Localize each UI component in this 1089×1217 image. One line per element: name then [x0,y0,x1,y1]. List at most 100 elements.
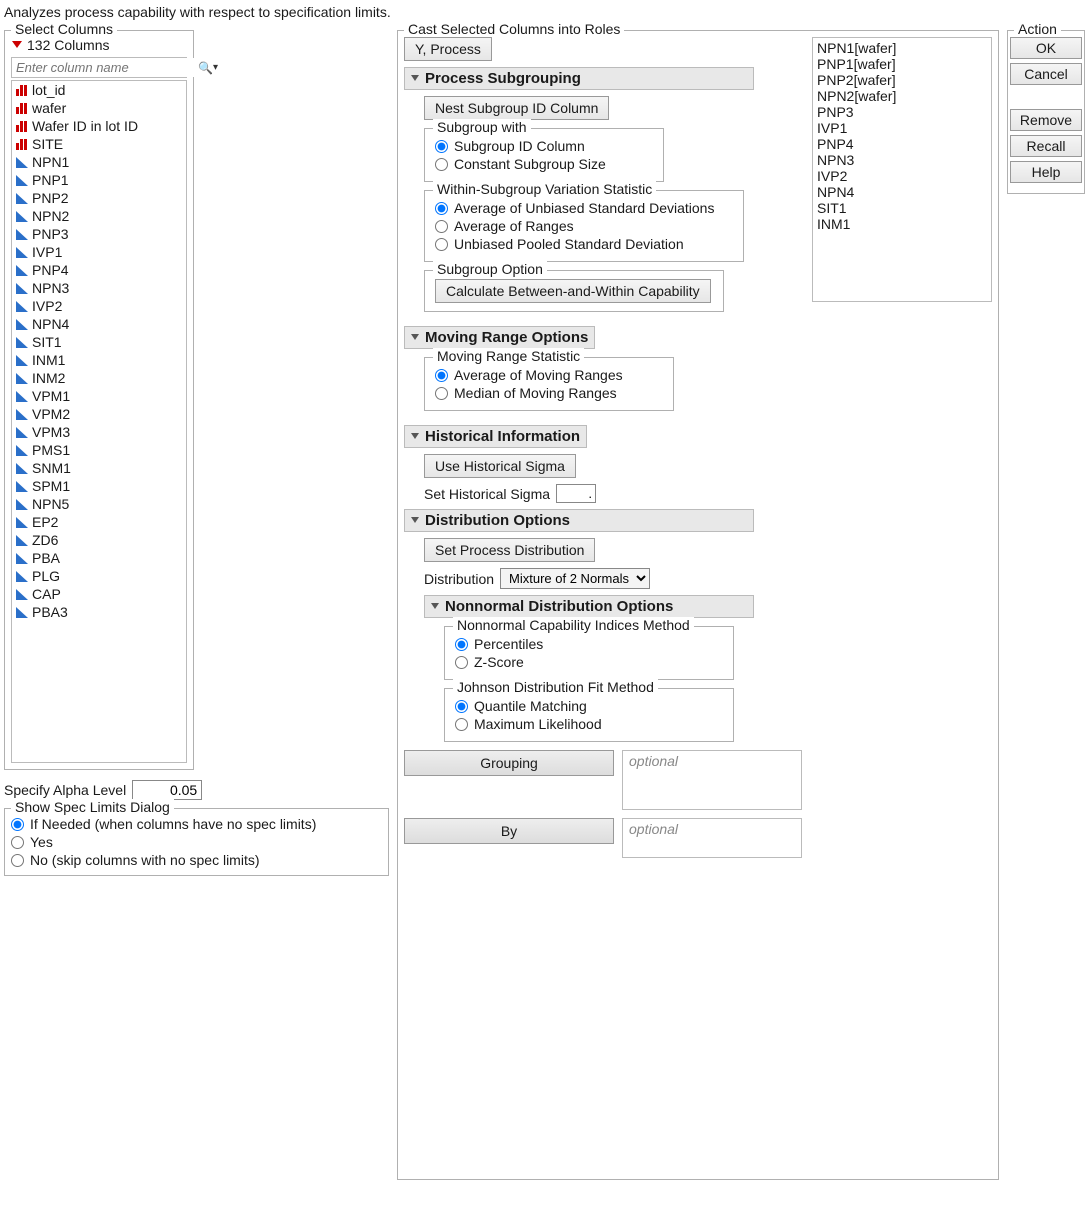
cancel-button[interactable]: Cancel [1010,63,1082,85]
within-avg-unbiased-radio[interactable] [435,202,448,215]
johnson-ml[interactable]: Maximum Likelihood [455,715,723,733]
column-item[interactable]: CAP [12,585,186,603]
role-item[interactable]: SIT1 [815,200,989,216]
role-item[interactable]: PNP4 [815,136,989,152]
column-item[interactable]: PBA [12,549,186,567]
within-avg-ranges-radio[interactable] [435,220,448,233]
column-item[interactable]: Wafer ID in lot ID [12,117,186,135]
set-process-distribution-button[interactable]: Set Process Distribution [424,538,595,562]
nn-percentiles[interactable]: Percentiles [455,635,723,653]
use-historical-sigma-button[interactable]: Use Historical Sigma [424,454,576,478]
y-process-button[interactable]: Y, Process [404,37,492,61]
column-item[interactable]: IVP2 [12,297,186,315]
subgroup-id-column[interactable]: Subgroup ID Column [435,137,653,155]
role-item[interactable]: PNP3 [815,104,989,120]
column-search[interactable]: 🔍 ▾ [11,57,187,78]
role-item[interactable]: NPN2[wafer] [815,88,989,104]
subgroup-constant[interactable]: Constant Subgroup Size [435,155,653,173]
column-item[interactable]: PNP3 [12,225,186,243]
johnson-ml-radio[interactable] [455,718,468,731]
spec-no[interactable]: No (skip columns with no spec limits) [11,851,382,869]
grouping-button[interactable]: Grouping [404,750,614,776]
nn-zscore[interactable]: Z-Score [455,653,723,671]
column-item[interactable]: NPN1 [12,153,186,171]
role-item[interactable]: PNP2[wafer] [815,72,989,88]
column-item[interactable]: INM2 [12,369,186,387]
johnson-quantile[interactable]: Quantile Matching [455,697,723,715]
column-item[interactable]: VPM1 [12,387,186,405]
role-item[interactable]: NPN3 [815,152,989,168]
search-dropdown-icon[interactable]: ▾ [213,62,218,73]
johnson-quantile-radio[interactable] [455,700,468,713]
nn-zscore-radio[interactable] [455,656,468,669]
column-item[interactable]: PLG [12,567,186,585]
role-item[interactable]: IVP2 [815,168,989,184]
subgroup-id-radio[interactable] [435,140,448,153]
nest-subgroup-button[interactable]: Nest Subgroup ID Column [424,96,609,120]
column-item[interactable]: VPM3 [12,423,186,441]
column-item[interactable]: SIT1 [12,333,186,351]
column-item[interactable]: INM1 [12,351,186,369]
column-item[interactable]: NPN4 [12,315,186,333]
column-item[interactable]: EP2 [12,513,186,531]
column-item[interactable]: PBA3 [12,603,186,621]
column-item[interactable]: SITE [12,135,186,153]
column-item[interactable]: NPN5 [12,495,186,513]
mr-avg-radio[interactable] [435,369,448,382]
columns-menu-icon[interactable] [11,39,23,51]
remove-button[interactable]: Remove [1010,109,1082,131]
ok-button[interactable]: OK [1010,37,1082,59]
column-item[interactable]: SPM1 [12,477,186,495]
spec-yes[interactable]: Yes [11,833,382,851]
role-item[interactable]: INM1 [815,216,989,232]
column-item[interactable]: wafer [12,99,186,117]
distribution-header[interactable]: Distribution Options [404,509,754,532]
column-item[interactable]: PMS1 [12,441,186,459]
role-item[interactable]: NPN1[wafer] [815,40,989,56]
calc-between-within-button[interactable]: Calculate Between-and-Within Capability [435,279,711,303]
process-subgrouping-header[interactable]: Process Subgrouping [404,67,754,90]
continuous-icon [16,301,28,312]
column-item[interactable]: PNP4 [12,261,186,279]
spec-if-needed[interactable]: If Needed (when columns have no spec lim… [11,815,382,833]
column-item[interactable]: NPN2 [12,207,186,225]
within-pooled-radio[interactable] [435,238,448,251]
grouping-box[interactable]: optional [622,750,802,810]
role-item[interactable]: PNP1[wafer] [815,56,989,72]
distribution-select[interactable]: Mixture of 2 Normals [500,568,650,589]
columns-list[interactable]: lot_idwaferWafer ID in lot IDSITENPN1PNP… [11,80,187,763]
spec-yes-radio[interactable] [11,836,24,849]
within-avg-unbiased[interactable]: Average of Unbiased Standard Deviations [435,199,733,217]
column-item[interactable]: SNM1 [12,459,186,477]
search-icon[interactable]: 🔍 [198,61,213,75]
column-item[interactable]: VPM2 [12,405,186,423]
role-item[interactable]: IVP1 [815,120,989,136]
column-item[interactable]: lot_id [12,81,186,99]
by-button[interactable]: By [404,818,614,844]
within-avg-ranges[interactable]: Average of Ranges [435,217,733,235]
nonnormal-header[interactable]: Nonnormal Distribution Options [424,595,754,618]
historical-header[interactable]: Historical Information [404,425,587,448]
moving-range-header[interactable]: Moving Range Options [404,326,595,349]
recall-button[interactable]: Recall [1010,135,1082,157]
column-item[interactable]: IVP1 [12,243,186,261]
set-historical-input[interactable] [556,484,596,503]
role-item[interactable]: NPN4 [815,184,989,200]
column-item[interactable]: ZD6 [12,531,186,549]
nn-percentiles-radio[interactable] [455,638,468,651]
column-item[interactable]: PNP2 [12,189,186,207]
mr-median-radio[interactable] [435,387,448,400]
column-item[interactable]: PNP1 [12,171,186,189]
column-item[interactable]: NPN3 [12,279,186,297]
mr-avg[interactable]: Average of Moving Ranges [435,366,663,384]
subgroup-constant-radio[interactable] [435,158,448,171]
by-box[interactable]: optional [622,818,802,858]
help-button[interactable]: Help [1010,161,1082,183]
spec-no-radio[interactable] [11,854,24,867]
y-roles-list[interactable]: NPN1[wafer]PNP1[wafer]PNP2[wafer]NPN2[wa… [812,37,992,302]
within-pooled[interactable]: Unbiased Pooled Standard Deviation [435,235,733,253]
column-search-input[interactable] [12,58,198,77]
spec-if-needed-radio[interactable] [11,818,24,831]
alpha-input[interactable] [132,780,202,800]
mr-median[interactable]: Median of Moving Ranges [435,384,663,402]
